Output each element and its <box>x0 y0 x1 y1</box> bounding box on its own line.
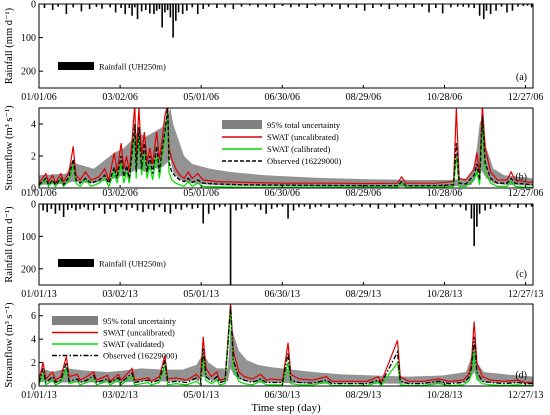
x-tick-label: 03/02/13 <box>102 289 138 300</box>
chart-panel-b: 0 2 4 01/01/06 03/02/06 05/01/06 06/30/06 08/29… <box>4 105 543 199</box>
x-tick-label: 05/01/06 <box>183 188 219 199</box>
data-layer <box>39 108 533 188</box>
x-tick-label: 10/28/06 <box>427 92 463 103</box>
y-axis-label: Streamflow (m³ s⁻¹) <box>4 302 15 388</box>
x-tick-label: 12/27/13 <box>508 289 544 300</box>
legend-label: SWAT (calibrated) <box>267 144 331 154</box>
legend-label: Observed (16229000) <box>103 351 178 361</box>
plot-frame <box>38 107 534 189</box>
uncertainty-band <box>39 108 533 187</box>
y-tick-label: 0 <box>31 184 36 195</box>
legend-label: SWAT (validated) <box>103 339 164 349</box>
y-tick-label: 100 <box>21 232 36 243</box>
y-tick-label: 100 <box>21 33 36 44</box>
x-tick-label: 01/01/13 <box>21 390 57 401</box>
y-tick-label: 200 <box>21 67 36 78</box>
plot-frame <box>38 3 534 89</box>
x-tick-label: 01/01/06 <box>21 188 57 199</box>
x-tick-label: 10/28/13 <box>427 289 463 300</box>
y-tick-label: 0 <box>31 200 36 211</box>
series-line-observed-16229000- <box>39 108 533 187</box>
x-tick-label: 08/29/06 <box>346 188 382 199</box>
y-tick-label: 2 <box>31 152 36 163</box>
x-tick-label: 03/02/13 <box>102 390 138 401</box>
y-tick-label: 6 <box>31 311 36 322</box>
x-tick-label: 12/27/13 <box>508 390 544 401</box>
legend-swatch-band <box>222 120 262 129</box>
x-tick-label: 08/29/06 <box>346 92 382 103</box>
y-axis-label: Rainfall (mm d⁻¹) <box>4 7 15 84</box>
x-tick-label: 12/27/06 <box>508 188 544 199</box>
legend-label: 95% total uncertainty <box>267 120 341 130</box>
series-line-observed-16229000- <box>39 306 533 385</box>
y-axis-label: Streamflow (m³ s⁻¹) <box>4 105 15 191</box>
x-tick-label: 10/28/06 <box>427 188 463 199</box>
legend-label: SWAT (uncalibrated) <box>103 328 175 338</box>
data-layer <box>43 4 533 38</box>
panel-letter: (b) <box>515 172 527 183</box>
y-tick-label: 4 <box>31 335 36 346</box>
panel-letter: (d) <box>515 370 527 381</box>
data-layer <box>42 204 533 285</box>
x-tick-label: 01/01/06 <box>21 92 57 103</box>
x-tick-label: 08/29/13 <box>346 390 382 401</box>
legend-label: Rainfall (UH250m) <box>99 259 166 269</box>
data-layer <box>39 304 533 386</box>
legend-swatch-rainfall <box>58 62 94 70</box>
x-tick-label: 06/30/13 <box>265 390 301 401</box>
x-tick-label: 05/01/13 <box>183 390 219 401</box>
chart-panel-c: 0 100 200 01/01/13 03/02/13 05/01/13 06/30/13 0… <box>4 200 543 301</box>
x-tick-label: 01/01/13 <box>21 289 57 300</box>
plot-frame <box>38 203 534 286</box>
y-tick-label: 0 <box>31 0 36 11</box>
x-tick-label: 06/30/06 <box>265 92 301 103</box>
x-tick-label: 08/29/13 <box>346 289 382 300</box>
y-tick-label: 0 <box>31 382 36 393</box>
x-tick-label: 05/01/13 <box>183 289 219 300</box>
legend-label: Observed (16229000) <box>267 156 342 166</box>
legend-swatch-band <box>52 316 98 325</box>
x-axis-title: Time step (day) <box>251 402 321 414</box>
legend-label: Rainfall (UH250m) <box>99 62 166 72</box>
x-tick-label: 03/02/06 <box>102 188 138 199</box>
y-tick-label: 4 <box>31 120 36 131</box>
y-tick-label: 2 <box>31 358 36 369</box>
series-line-swat-uncalibrated- <box>39 108 533 185</box>
chart-panel-a: 0 100 200 01/01/06 03/02/06 05/01/06 06/30/06 0… <box>4 0 543 103</box>
legend-label: SWAT (uncalibrated) <box>267 132 339 142</box>
plot-frame <box>38 303 534 387</box>
x-tick-label: 03/02/06 <box>102 92 138 103</box>
x-tick-label: 06/30/13 <box>265 289 301 300</box>
legend-label: 95% total uncertainty <box>103 316 177 326</box>
panel-letter: (c) <box>516 269 527 280</box>
y-tick-label: 200 <box>21 264 36 275</box>
x-tick-label: 06/30/06 <box>265 188 301 199</box>
x-tick-label: 12/27/06 <box>508 92 544 103</box>
y-axis-label: Rainfall (mm d⁻¹) <box>4 206 15 283</box>
chart-panel-d: 0 2 4 6 01/01/13 03/02/13 05/01/13 06/30/13 08/2… <box>4 302 543 401</box>
panel-letter: (a) <box>516 72 527 83</box>
x-tick-label: 10/28/13 <box>427 390 463 401</box>
x-tick-label: 05/01/06 <box>183 92 219 103</box>
legend-swatch-rainfall <box>58 259 94 267</box>
